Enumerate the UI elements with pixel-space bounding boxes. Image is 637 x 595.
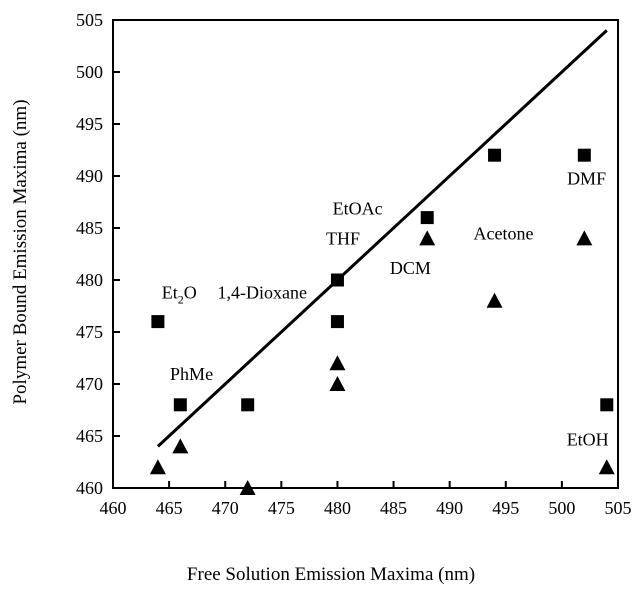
x-tick-label: 505: [605, 498, 632, 518]
y-tick-label: 480: [76, 270, 103, 290]
x-tick-label: 460: [100, 498, 127, 518]
square-marker: [420, 211, 434, 225]
square-marker: [241, 398, 255, 412]
y-axis-title: Polymer Bound Emission Maxima (nm): [10, 99, 31, 404]
x-tick-label: 470: [212, 498, 239, 518]
annotation-dioxane: 1,4-Dioxane: [218, 283, 307, 303]
square-marker: [577, 148, 591, 162]
triangle-marker: [329, 376, 346, 391]
x-tick-label: 475: [268, 498, 295, 518]
annotation-dcm: DCM: [390, 258, 431, 278]
annotation-et2o: Et2O: [162, 283, 197, 307]
annotation-thf: THF: [326, 229, 360, 249]
plot-frame: [112, 19, 619, 489]
x-tick-label: 480: [324, 498, 351, 518]
y-tick-label: 475: [76, 322, 103, 342]
triangle-marker: [598, 459, 615, 475]
annotation-phme: PhMe: [170, 364, 213, 384]
y-tick-label: 490: [76, 166, 103, 186]
reference-line-group: [156, 29, 608, 448]
triangle-marker: [486, 292, 503, 308]
triangle-marker: [149, 459, 166, 475]
y-tick-label: 505: [76, 10, 103, 30]
square-marker: [151, 315, 165, 329]
annotation-acetone: Acetone: [474, 223, 534, 243]
x-tick-label: 465: [156, 498, 183, 518]
y-tick-label: 500: [76, 62, 103, 82]
y-tick-label: 460: [76, 478, 103, 498]
data-points: [149, 148, 615, 495]
y-tick-label: 465: [76, 426, 103, 446]
square-marker: [173, 398, 187, 412]
axes: 460 465 470 475 480 485 490 495 500 505 460 465 470 4…: [76, 10, 632, 518]
y-tick-label: 495: [76, 114, 103, 134]
x-axis-title: Free Solution Emission Maxima (nm): [187, 564, 475, 585]
triangle-marker: [419, 230, 436, 246]
reference-line: [156, 29, 608, 448]
annotation-etoac: EtOAc: [333, 198, 383, 218]
square-marker: [600, 398, 614, 412]
x-tick-label: 485: [380, 498, 407, 518]
point-annotations: Et2O 1,4-Dioxane EtOAc THF DCM Acetone PhMe DMF…: [162, 168, 609, 449]
y-tick-label: 470: [76, 374, 103, 394]
x-tick-label: 500: [548, 498, 575, 518]
square-marker: [330, 273, 344, 287]
y-tick-label: 485: [76, 218, 103, 238]
square-marker: [488, 148, 502, 162]
annotation-etoh: EtOH: [567, 429, 609, 449]
x-tick-label: 490: [436, 498, 463, 518]
triangle-marker: [329, 355, 346, 371]
square-marker: [330, 315, 344, 329]
triangle-marker: [172, 438, 189, 454]
annotation-dmf: DMF: [567, 168, 606, 188]
triangle-marker: [576, 230, 593, 246]
triangle-marker: [239, 480, 256, 495]
x-tick-label: 495: [492, 498, 519, 518]
